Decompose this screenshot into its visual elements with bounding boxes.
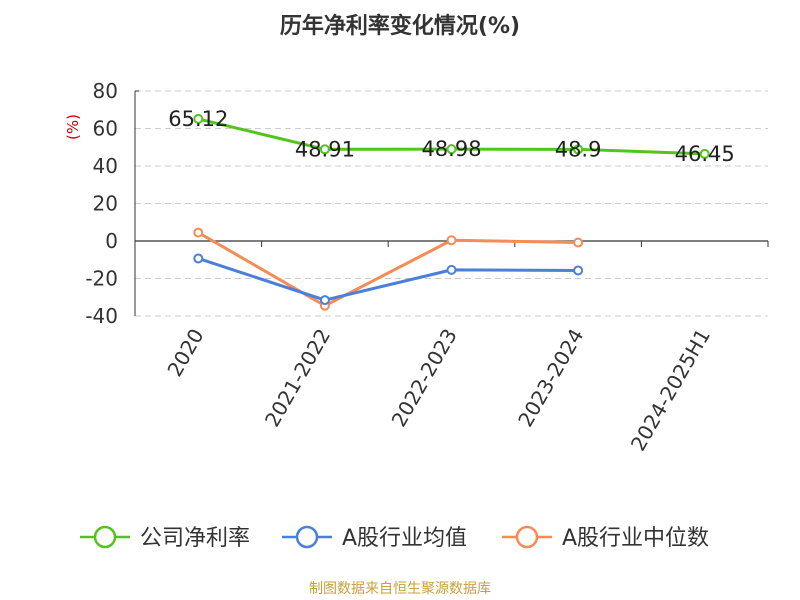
y-tick-label: 60 (93, 117, 118, 141)
x-tick-label: 2020 (162, 325, 208, 381)
x-tick-label: 2024-2025H1 (626, 325, 715, 455)
data-point (573, 265, 584, 276)
legend-marker (93, 525, 117, 549)
legend-marker (295, 525, 319, 549)
data-point (193, 227, 204, 238)
data-point (573, 144, 584, 155)
data-point (193, 253, 204, 264)
y-tick-label: -20 (85, 267, 118, 291)
series-line (197, 231, 579, 308)
data-point (446, 235, 457, 246)
data-point (699, 148, 710, 159)
data-source-note: 制图数据来自恒生聚源数据库 (309, 581, 491, 597)
data-label: 46.45 (675, 142, 735, 166)
data-point (573, 237, 584, 248)
data-point (446, 264, 457, 275)
legend-marker (515, 525, 539, 549)
y-tick-label: 0 (105, 229, 118, 253)
x-tick-label: 2021-2022 (260, 325, 335, 431)
axes: 80 60 40 20 0 -20 -40 2020 2021-2022 2022-2023 202… (85, 79, 769, 455)
data-label: 48.98 (421, 137, 481, 161)
y-tick-label: -40 (85, 304, 118, 328)
data-point (319, 295, 330, 306)
data-label: 48.91 (295, 137, 355, 161)
y-tick-label: 20 (93, 192, 118, 216)
y-tick-label: 80 (93, 79, 118, 103)
series-line (197, 257, 579, 302)
data-point (446, 144, 457, 155)
data-point (319, 144, 330, 155)
x-tick-label: 2022-2023 (387, 325, 462, 431)
grid-lines (135, 90, 768, 317)
legend-label: A股行业均值 (342, 526, 467, 551)
chart-title: 历年净利率变化情况(%) (280, 13, 520, 39)
y-axis-label: (%) (64, 114, 82, 140)
x-tick-label: 2023-2024 (513, 325, 588, 431)
legend[interactable]: 公司净利率 A股行业均值 A股行业中位数 (80, 525, 709, 551)
data-label: 48.9 (555, 137, 602, 161)
data-point (193, 113, 204, 124)
legend-label: A股行业中位数 (562, 526, 709, 551)
y-tick-label: 40 (93, 154, 118, 178)
legend-label: 公司净利率 (140, 526, 250, 551)
series-lines: 65.12 48.91 48.98 48.9 46.45 (168, 107, 735, 311)
data-label: 65.12 (168, 107, 228, 131)
